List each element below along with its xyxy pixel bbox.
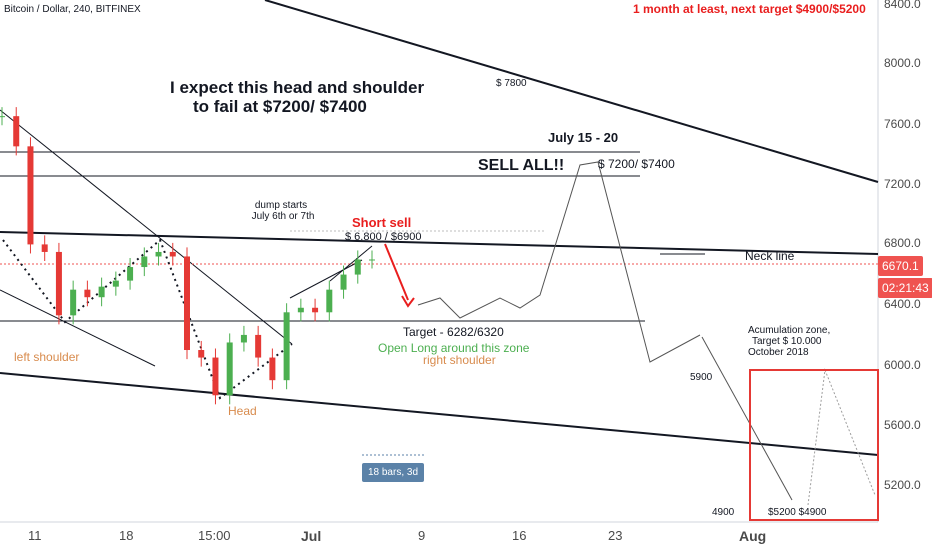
accumulation-zone-box: [749, 369, 879, 521]
countdown-tag: 02:21:43: [878, 278, 932, 298]
flag-lower-line: [289, 259, 363, 299]
x-tick: 16: [512, 528, 527, 543]
candle-body: [369, 259, 375, 261]
head-trend-line: [0, 109, 293, 345]
left-trend-line: [0, 289, 156, 367]
price-5900-label: 5900: [690, 372, 713, 383]
candle-body: [312, 307, 319, 313]
x-tick: Aug: [739, 528, 767, 544]
sell-all-label: SELL ALL!!: [478, 157, 565, 174]
y-tick: 7600.0: [884, 117, 921, 131]
candle-body: [41, 244, 48, 252]
y-tick: 6800.0: [884, 236, 921, 250]
candle-body: [141, 256, 148, 268]
y-tick: 6400.0: [884, 297, 921, 311]
title-line-1: I expect this head and shoulder: [170, 78, 425, 97]
candle-body: [198, 350, 205, 358]
dump-starts-line-2: July 6th or 7th: [251, 211, 315, 222]
target-red-note: 1 month at least, next target $4900/$520…: [633, 2, 866, 16]
y-tick: 6000.0: [884, 358, 921, 372]
y-tick: 7200.0: [884, 177, 921, 191]
candle-body: [112, 280, 119, 287]
candle-body: [127, 267, 134, 281]
projection-drop: [701, 336, 793, 501]
flag-upper-line: [329, 245, 373, 282]
target-label: Target - 6282/6320: [403, 325, 504, 339]
x-tick: 9: [418, 528, 426, 543]
accumulation-line-1: Acumulation zone,: [748, 325, 831, 336]
short-sell-arrowhead: [401, 295, 415, 308]
open-long-label: Open Long around this zone: [378, 341, 530, 355]
head-label: Head: [228, 404, 257, 418]
candle-body: [326, 289, 333, 313]
x-tick: 18: [119, 528, 134, 543]
title-line-2: to fail at $7200/ $7400: [193, 97, 367, 116]
candle-body: [184, 256, 190, 351]
candle-body: [98, 286, 105, 298]
candle-body: [84, 289, 91, 298]
candle-body: [70, 289, 77, 316]
y-tick: 8400.0: [884, 0, 921, 11]
x-tick: 23: [608, 528, 623, 543]
right-shoulder-label: right shoulder: [423, 353, 496, 367]
neck-line-label: Neck line: [745, 249, 795, 263]
candle-body: [354, 259, 361, 275]
candle-body: [297, 307, 304, 313]
symbol-title: Bitcoin / Dollar, 240, BITFINEX: [4, 4, 141, 15]
candle-body: [340, 274, 347, 290]
x-tick: 15:00: [198, 528, 231, 543]
last-price-tag: 6670.1: [878, 256, 923, 276]
left-shoulder-label: left shoulder: [14, 350, 80, 364]
short-sell-label: Short sell: [352, 215, 412, 230]
lower-support-line: [0, 372, 879, 456]
candle-body: [255, 334, 262, 358]
short-sell-arrow: [384, 243, 409, 301]
y-tick: 5600.0: [884, 418, 921, 432]
x-tick: Jul: [301, 528, 322, 544]
y-tick: 5200.0: [884, 478, 921, 492]
projection-path: [417, 161, 701, 363]
candle-body: [0, 116, 5, 118]
upper-resistance-line: [264, 0, 879, 183]
candle-body: [155, 251, 162, 257]
candle-body: [27, 146, 34, 245]
price-4900-label: 4900: [712, 507, 735, 518]
candle-body: [240, 334, 247, 343]
accumulation-line-2: Target $ 10.000: [752, 336, 822, 347]
candle-body: [269, 357, 276, 381]
dotted-pattern-path: [2, 238, 293, 400]
price-7800-label: $ 7800: [496, 78, 527, 89]
price-7200-7400-label: $ 7200/ $7400: [598, 157, 675, 171]
x-tick: 11: [28, 528, 42, 543]
short-sell-price: $ 6.800 / $6900: [345, 231, 422, 243]
candle-body: [212, 357, 219, 396]
candle-body: [169, 251, 176, 257]
candles-group: [0, 107, 375, 405]
drawing-lines: [0, 0, 879, 521]
accumulation-line-3: October 2018: [748, 347, 809, 358]
candle-body: [283, 312, 290, 381]
july-15-20-label: July 15 - 20: [548, 130, 619, 145]
y-tick: 8000.0: [884, 56, 921, 70]
neck-line: [0, 231, 879, 255]
accumulation-dotted-path: [807, 368, 876, 506]
price-5200-4900-label: $5200 $4900: [768, 507, 827, 518]
bars-measure-label: 18 bars, 3d: [362, 463, 424, 482]
dump-starts-line-1: dump starts: [254, 200, 308, 211]
candle-body: [226, 342, 233, 396]
candle-body: [55, 251, 62, 316]
candle-body: [13, 116, 20, 147]
